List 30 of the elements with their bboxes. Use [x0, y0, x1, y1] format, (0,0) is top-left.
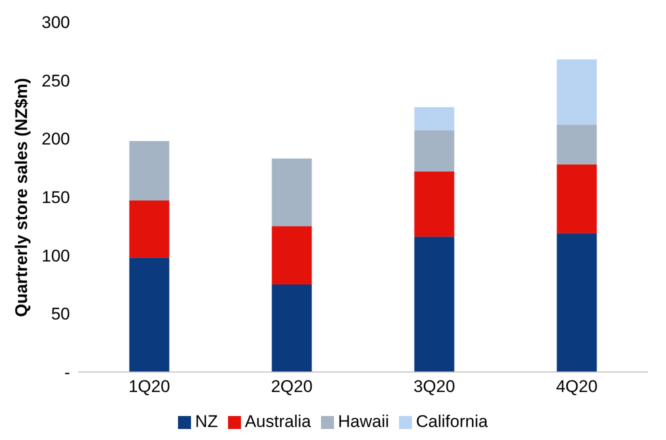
- legend-label: Hawaii: [338, 412, 390, 431]
- bar: [556, 124, 597, 164]
- bar: [414, 107, 454, 130]
- bar: [556, 164, 597, 234]
- legend-label: NZ: [195, 412, 218, 431]
- legend-label: Australia: [244, 412, 311, 431]
- y-tick-label: 200: [42, 130, 70, 149]
- bar: [556, 233, 597, 372]
- y-tick-label: 50: [51, 304, 70, 324]
- y-tick-label: 100: [42, 246, 70, 266]
- legend-label: California: [416, 412, 488, 431]
- x-tick-label: 2Q20: [270, 377, 313, 396]
- bar: [272, 158, 312, 226]
- y-tick-label: 300: [42, 13, 70, 32]
- bar: [129, 200, 170, 258]
- bar: [129, 141, 170, 200]
- bar: [272, 226, 312, 284]
- y-axis-title: Quartrerly store sales (NZ$m): [12, 78, 32, 317]
- y-tick-label: -: [64, 363, 70, 382]
- x-tick-label: 1Q20: [128, 377, 170, 396]
- bar: [414, 171, 454, 237]
- y-tick-label: 250: [42, 71, 70, 90]
- bar: [414, 130, 454, 172]
- bar: [556, 59, 597, 125]
- y-tick-label: 150: [42, 188, 70, 208]
- bar: [272, 284, 312, 372]
- x-tick-label: 3Q20: [413, 377, 456, 396]
- bar: [129, 258, 170, 372]
- bar: [414, 236, 454, 372]
- x-tick-label: 4Q20: [556, 377, 598, 396]
